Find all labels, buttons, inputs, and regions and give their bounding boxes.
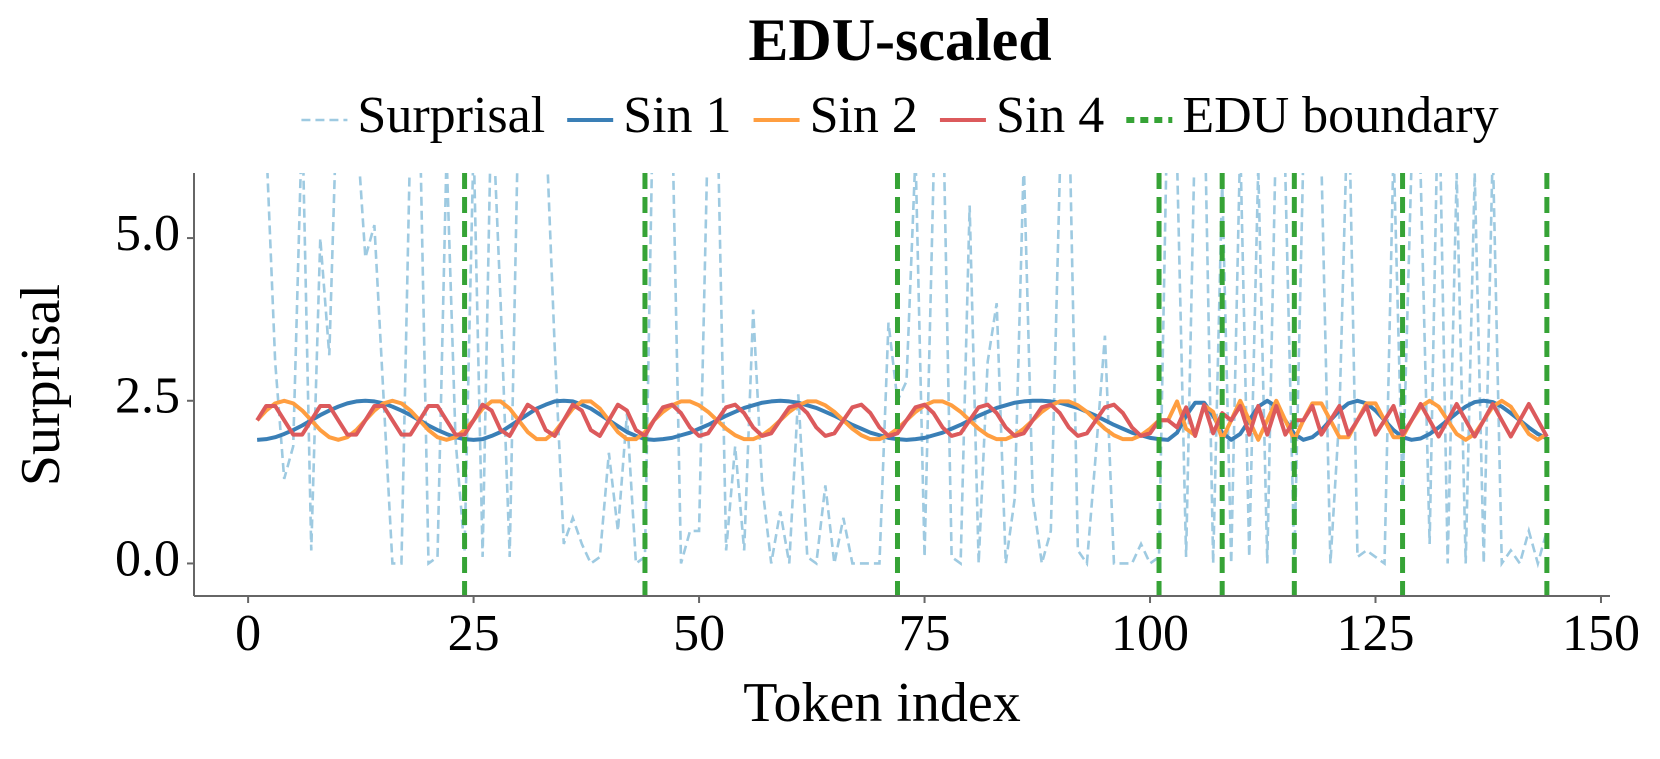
y-axis-label: Surprisal: [10, 284, 72, 486]
x-tick-label: 150: [1562, 605, 1640, 662]
legend-label: Sin 1: [623, 87, 731, 144]
legend-label: Surprisal: [357, 87, 545, 144]
x-tick-label: 25: [448, 605, 500, 662]
series-line: [255, 402, 1549, 439]
y-tick-label: 2.5: [115, 368, 180, 425]
x-tick-label: 0: [235, 605, 261, 662]
legend-item: Sin 2: [753, 87, 918, 144]
legend: Surprisal Sin 1 Sin 2 Sin 4 EDU boundary: [301, 87, 1499, 144]
x-tick-label: 125: [1337, 605, 1415, 662]
legend-label: EDU boundary: [1182, 87, 1498, 144]
legend-item: EDU boundary: [1126, 87, 1499, 144]
chart-title: EDU-scaled: [748, 7, 1051, 73]
x-tick-label: 50: [673, 605, 725, 662]
y-tick-label: 0.0: [115, 530, 180, 587]
series-line: [266, 173, 1549, 569]
legend-item: Sin 1: [567, 87, 732, 144]
x-tick-label: 100: [1111, 605, 1189, 662]
legend-label: Sin 2: [810, 87, 918, 144]
legend-label: Sin 4: [996, 87, 1104, 144]
legend-item: Surprisal: [301, 87, 545, 144]
legend-item: Sin 4: [939, 87, 1104, 144]
y-tick-label: 5.0: [115, 205, 180, 262]
x-tick-label: 75: [899, 605, 951, 662]
x-axis-label: Token index: [743, 672, 1021, 734]
plot-area: [255, 173, 1550, 596]
